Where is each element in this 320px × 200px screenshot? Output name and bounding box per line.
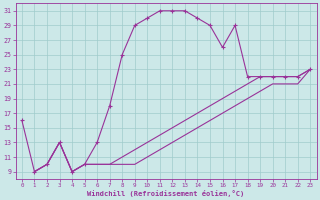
X-axis label: Windchill (Refroidissement éolien,°C): Windchill (Refroidissement éolien,°C) <box>87 190 245 197</box>
